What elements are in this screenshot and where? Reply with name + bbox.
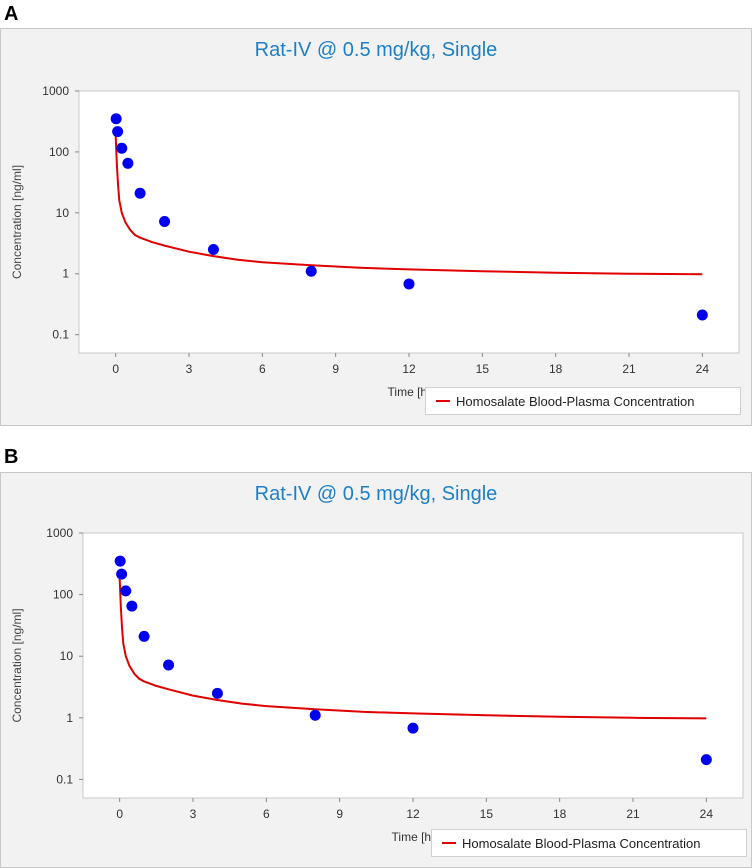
y-tick-label: 1	[62, 267, 69, 281]
y-tick-label: 10	[60, 649, 74, 663]
simulated-concentration-line	[118, 578, 707, 720]
x-tick-label: 9	[336, 807, 343, 821]
x-tick-label: 6	[263, 807, 270, 821]
observed-data-point	[696, 309, 708, 321]
x-tick-label: 0	[112, 362, 119, 376]
simulated-concentration-line	[114, 136, 703, 276]
plot-background	[78, 90, 740, 354]
x-tick-label: 3	[190, 807, 197, 821]
observed-data-point	[403, 278, 415, 290]
observed-data-point	[126, 600, 138, 612]
chart-panel-b: Rat-IV @ 0.5 mg/kg, Single 0.1 1 10 100 1000…	[0, 472, 752, 868]
plot-background	[82, 532, 744, 799]
y-tick-label: 0.1	[56, 772, 73, 786]
x-tick-label: 9	[332, 362, 339, 376]
legend: Homosalate Blood-Plasma Concentration	[425, 387, 741, 415]
observed-data-point	[116, 568, 128, 580]
observed-data-point	[122, 157, 134, 169]
x-axis-label: Time [h]	[388, 385, 431, 399]
x-tick-label: 0	[116, 807, 123, 821]
y-tick-label: 100	[49, 145, 69, 159]
panel-label-b: B	[4, 446, 19, 468]
plot-area: 0.1 1 10 100 1000 0 3 6 9 12 15 18 21 24 Time [h] Conce…	[10, 526, 744, 844]
x-tick-label: 21	[626, 807, 640, 821]
chart-title: Rat-IV @ 0.5 mg/kg, Single	[254, 483, 498, 505]
y-tick-label: 10	[56, 206, 70, 220]
y-tick-label: 1000	[46, 526, 73, 540]
x-tick-label: 18	[549, 362, 563, 376]
observed-data-point	[700, 754, 712, 766]
chart-panel-a: Rat-IV @ 0.5 mg/kg, Single 0.1 1 10 100 1000…	[0, 28, 752, 426]
y-axis-label: Concentration [ng/ml]	[10, 608, 24, 722]
x-tick-label: 3	[186, 362, 193, 376]
observed-data-point	[114, 555, 126, 567]
legend-label: Homosalate Blood-Plasma Concentration	[462, 835, 701, 851]
x-tick-label: 15	[480, 807, 494, 821]
observed-data-point	[110, 113, 122, 125]
observed-data-point	[407, 722, 419, 734]
observed-data-point	[138, 630, 150, 642]
y-tick-label: 0.1	[52, 328, 69, 342]
chart-title: Rat-IV @ 0.5 mg/kg, Single	[254, 39, 498, 61]
observed-data-point	[309, 709, 321, 721]
observed-data-point	[112, 126, 124, 138]
x-tick-label: 18	[553, 807, 567, 821]
y-tick-label: 1	[66, 711, 73, 725]
legend-line-swatch	[436, 400, 450, 402]
x-axis-label: Time [h]	[392, 830, 435, 844]
y-tick-label: 100	[53, 588, 73, 602]
observed-data-point	[207, 244, 219, 256]
legend: Homosalate Blood-Plasma Concentration	[431, 829, 747, 857]
observed-data-point	[120, 585, 132, 597]
observed-data-point	[134, 187, 146, 199]
y-tick-label: 1000	[42, 84, 69, 98]
x-tick-label: 6	[259, 362, 266, 376]
y-axis-label: Concentration [ng/ml]	[10, 165, 24, 279]
observed-data-point	[159, 216, 171, 228]
observed-data-point	[163, 659, 175, 671]
x-tick-label: 24	[700, 807, 714, 821]
x-tick-label: 21	[622, 362, 636, 376]
observed-data-point	[211, 687, 223, 699]
x-tick-label: 15	[476, 362, 490, 376]
panel-label-a: A	[4, 3, 19, 25]
x-tick-label: 12	[402, 362, 416, 376]
x-tick-label: 12	[406, 807, 420, 821]
x-tick-label: 24	[696, 362, 710, 376]
observed-data-point	[116, 142, 128, 154]
legend-line-swatch	[442, 842, 456, 844]
legend-label: Homosalate Blood-Plasma Concentration	[456, 393, 695, 409]
plot-area: 0.1 1 10 100 1000 0 3 6 9 12 15 18 21 24 Time [h] Conce…	[10, 84, 740, 399]
observed-data-point	[305, 265, 317, 277]
